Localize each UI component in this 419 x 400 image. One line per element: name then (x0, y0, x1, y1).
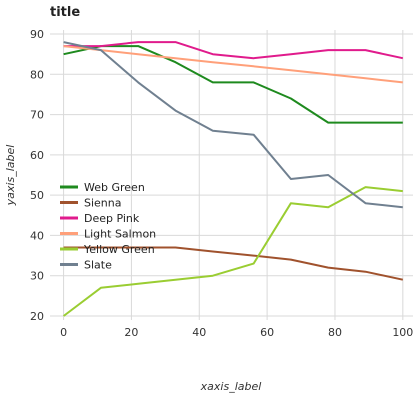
series-line-slate (63, 41, 403, 209)
x-tick-label: 80 (328, 326, 342, 339)
y-tick-label: 80 (30, 68, 44, 81)
y-tick-label: 50 (30, 189, 44, 202)
x-tick-label: 100 (392, 326, 413, 339)
y-tick-label: 40 (30, 229, 44, 242)
chart-title: title (50, 5, 80, 20)
grid (50, 30, 413, 320)
y-tick-label: 90 (30, 28, 44, 41)
x-tick-label: 40 (192, 326, 206, 339)
series-line-sienna (63, 246, 404, 281)
legend-label-sienna: Sienna (84, 197, 122, 210)
y-tick-label: 20 (30, 310, 44, 323)
axis-ticks: 20 30 40 50 60 70 80 90 0 20 40 60 80 100 (30, 28, 413, 339)
x-tick-label: 60 (260, 326, 274, 339)
y-axis-label: yaxis_label (4, 145, 17, 207)
legend-label-light-salmon: Light Salmon (84, 228, 156, 241)
y-tick-label: 30 (30, 270, 44, 283)
y-tick-label: 70 (30, 109, 44, 122)
y-tick-label: 60 (30, 149, 44, 162)
legend-label-slate: Slate (84, 259, 112, 272)
legend: Web Green Sienna Deep Pink Light Salmon Yell… (60, 181, 156, 272)
legend-label-web-green: Web Green (84, 181, 145, 194)
series-line-web-green (63, 45, 403, 124)
series-line-yellow-green (62, 186, 403, 317)
series-line-deep-pink (63, 41, 404, 60)
legend-label-yellow-green: Yellow Green (83, 243, 155, 256)
x-tick-label: 20 (124, 326, 138, 339)
x-axis-label: xaxis_label (200, 380, 262, 393)
x-tick-label: 0 (60, 326, 67, 339)
legend-label-deep-pink: Deep Pink (84, 212, 140, 225)
series-lines (62, 41, 404, 317)
series-line-light-salmon (63, 45, 403, 84)
